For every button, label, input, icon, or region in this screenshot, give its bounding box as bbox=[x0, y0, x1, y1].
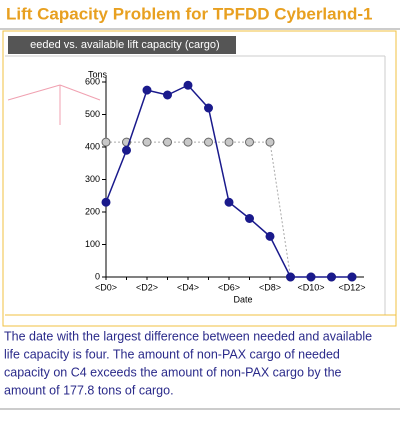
data-point bbox=[163, 90, 172, 100]
data-point bbox=[347, 272, 357, 282]
data-point bbox=[224, 137, 234, 147]
data-point bbox=[204, 103, 213, 113]
y-tick-label: 400 bbox=[85, 141, 100, 151]
data-point bbox=[101, 197, 111, 207]
x-tick-label: <D10> bbox=[297, 282, 324, 292]
series-line bbox=[105, 84, 352, 278]
data-point bbox=[183, 137, 193, 147]
data-point bbox=[163, 137, 172, 147]
caption-line: The date with the largest difference bet… bbox=[4, 329, 372, 343]
x-tick-label: <D2> bbox=[136, 282, 158, 292]
y-tick-label: 200 bbox=[85, 206, 100, 216]
caption-line: capacity on C4 exceeds the amount of non… bbox=[4, 365, 342, 379]
decor bbox=[7, 84, 61, 101]
data-point bbox=[224, 197, 234, 207]
chart-title: needed vs. available lift capacity (carg… bbox=[24, 39, 220, 51]
data-point bbox=[327, 272, 336, 282]
data-point bbox=[265, 137, 275, 147]
caption-line: life capacity is four. The amount of non… bbox=[4, 347, 340, 361]
data-point bbox=[306, 272, 316, 282]
x-tick-label: <D12> bbox=[338, 282, 365, 292]
y-tick-label: 100 bbox=[85, 239, 100, 249]
x-tick-label: <D4> bbox=[177, 282, 199, 292]
data-point bbox=[265, 231, 275, 241]
y-axis-label: Tons bbox=[88, 69, 108, 79]
tab bbox=[8, 36, 236, 54]
panel bbox=[2, 30, 397, 327]
data-point bbox=[286, 272, 295, 282]
x-tick-label: <D6> bbox=[218, 282, 240, 292]
x-axis-label: Date bbox=[233, 294, 252, 304]
y-tick-label: 500 bbox=[85, 109, 100, 119]
x-tick-label: <D0> bbox=[95, 282, 117, 292]
data-point bbox=[142, 137, 152, 147]
y-tick-label: 300 bbox=[85, 174, 100, 184]
decor bbox=[59, 84, 101, 101]
x-tick-label: <D8> bbox=[259, 282, 281, 292]
series-line bbox=[106, 141, 352, 278]
data-point bbox=[101, 137, 111, 147]
caption-line: amount of 177.8 tons of cargo. bbox=[4, 383, 174, 397]
data-point bbox=[204, 137, 213, 147]
page-title: Lift Capacity Problem for TPFDD Cyberlan… bbox=[6, 4, 373, 23]
y-tick-label: 0 bbox=[95, 271, 100, 281]
data-point bbox=[245, 214, 254, 223]
data-point bbox=[142, 85, 152, 95]
data-point bbox=[122, 145, 131, 155]
data-point bbox=[245, 137, 254, 147]
data-point bbox=[183, 80, 193, 90]
y-tick-label: 600 bbox=[85, 76, 100, 86]
